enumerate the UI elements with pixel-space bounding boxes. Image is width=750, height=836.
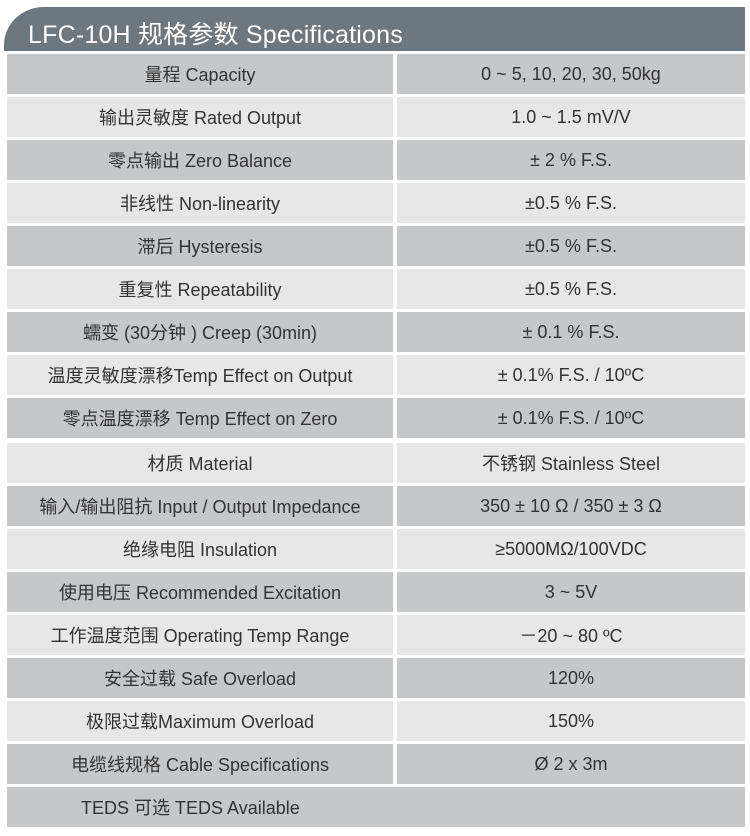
spec-label: 温度灵敏度漂移Temp Effect on Output	[7, 355, 393, 395]
spec-row: 工作温度范围 Operating Temp Range －20 ~ 80 ºC	[7, 615, 745, 655]
spec-label: 重复性 Repeatability	[7, 269, 393, 309]
spec-value: ± 0.1% F.S. / 10ºC	[397, 398, 745, 438]
spec-row: 量程 Capacity 0 ~ 5, 10, 20, 30, 50kg	[7, 54, 745, 94]
spec-row: 使用电压 Recommended Excitation 3 ~ 5V	[7, 572, 745, 612]
spec-label: 电缆线规格 Cable Specifications	[7, 744, 393, 784]
spec-value: 3 ~ 5V	[397, 572, 745, 612]
spec-label: 安全过载 Safe Overload	[7, 658, 393, 698]
spec-value: ≥5000MΩ/100VDC	[397, 529, 745, 569]
spec-header: LFC-10H 规格参数 Specifications	[4, 7, 745, 51]
spec-value: 1.0 ~ 1.5 mV/V	[397, 97, 745, 137]
spec-row: 零点输出 Zero Balance ± 2 % F.S.	[7, 140, 745, 180]
spec-value: －20 ~ 80 ºC	[397, 615, 745, 655]
spec-label: 零点输出 Zero Balance	[7, 140, 393, 180]
spec-value: 0 ~ 5, 10, 20, 30, 50kg	[397, 54, 745, 94]
spec-value: 150%	[397, 701, 745, 741]
spec-row-teds: TEDS 可选 TEDS Available	[7, 787, 745, 827]
spec-value: ±0.5 % F.S.	[397, 269, 745, 309]
teds-label: TEDS 可选 TEDS Available	[7, 787, 745, 827]
spec-row: 极限过载Maximum Overload 150%	[7, 701, 745, 741]
spec-value: ± 2 % F.S.	[397, 140, 745, 180]
spec-row: 安全过载 Safe Overload 120%	[7, 658, 745, 698]
spec-row: 绝缘电阻 Insulation ≥5000MΩ/100VDC	[7, 529, 745, 569]
spec-row: 零点温度漂移 Temp Effect on Zero ± 0.1% F.S. / …	[7, 398, 745, 438]
spec-table: 量程 Capacity 0 ~ 5, 10, 20, 30, 50kg 输出灵敏度 …	[7, 54, 745, 830]
spec-value: ±0.5 % F.S.	[397, 226, 745, 266]
spec-label: 工作温度范围 Operating Temp Range	[7, 615, 393, 655]
spec-value: 120%	[397, 658, 745, 698]
spec-row: 滞后 Hysteresis ±0.5 % F.S.	[7, 226, 745, 266]
spec-label: 输入/输出阻抗 Input / Output Impedance	[7, 486, 393, 526]
spec-row: 重复性 Repeatability ±0.5 % F.S.	[7, 269, 745, 309]
spec-label: 极限过载Maximum Overload	[7, 701, 393, 741]
spec-value: ±0.5 % F.S.	[397, 183, 745, 223]
spec-row: 温度灵敏度漂移Temp Effect on Output ± 0.1% F.S. …	[7, 355, 745, 395]
spec-row: 蠕变 (30分钟 ) Creep (30min) ± 0.1 % F.S.	[7, 312, 745, 352]
spec-row: 电缆线规格 Cable Specifications Ø 2 x 3m	[7, 744, 745, 784]
spec-value: 不锈钢 Stainless Steel	[397, 443, 745, 483]
spec-row: 非线性 Non-linearity ±0.5 % F.S.	[7, 183, 745, 223]
spec-row: 材质 Material 不锈钢 Stainless Steel	[7, 443, 745, 483]
spec-title: LFC-10H 规格参数 Specifications	[28, 21, 403, 49]
spec-label: 滞后 Hysteresis	[7, 226, 393, 266]
spec-label: 输出灵敏度 Rated Output	[7, 97, 393, 137]
spec-row: 输入/输出阻抗 Input / Output Impedance 350 ± 10…	[7, 486, 745, 526]
spec-label: 绝缘电阻 Insulation	[7, 529, 393, 569]
spec-value: 350 ± 10 Ω / 350 ± 3 Ω	[397, 486, 745, 526]
spec-label: 材质 Material	[7, 443, 393, 483]
spec-value: ± 0.1 % F.S.	[397, 312, 745, 352]
spec-row: 输出灵敏度 Rated Output 1.0 ~ 1.5 mV/V	[7, 97, 745, 137]
spec-label: 使用电压 Recommended Excitation	[7, 572, 393, 612]
spec-label: 非线性 Non-linearity	[7, 183, 393, 223]
spec-value: Ø 2 x 3m	[397, 744, 745, 784]
spec-label: 零点温度漂移 Temp Effect on Zero	[7, 398, 393, 438]
spec-label: 量程 Capacity	[7, 54, 393, 94]
spec-label: 蠕变 (30分钟 ) Creep (30min)	[7, 312, 393, 352]
spec-value: ± 0.1% F.S. / 10ºC	[397, 355, 745, 395]
